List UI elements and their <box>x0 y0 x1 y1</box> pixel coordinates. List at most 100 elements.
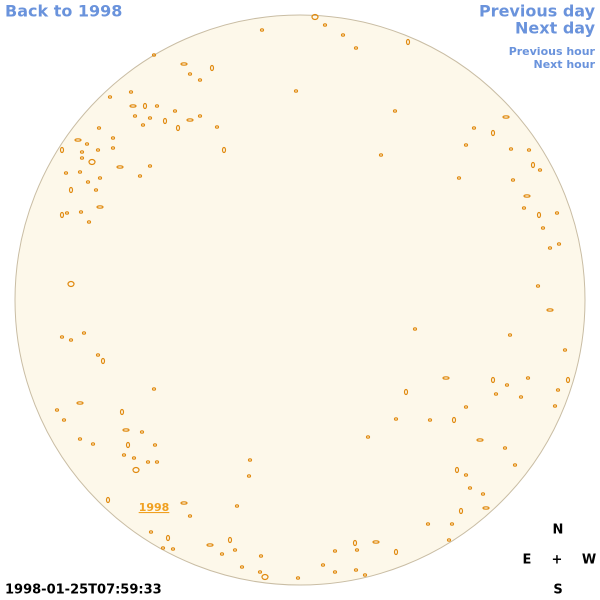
contour <box>77 170 83 174</box>
contour <box>540 226 546 230</box>
contour <box>507 333 513 337</box>
contour <box>128 90 134 94</box>
contour <box>79 156 85 160</box>
compass-center: + <box>552 553 563 568</box>
compass-south: S <box>553 583 562 598</box>
contour <box>510 178 516 182</box>
contour <box>116 165 124 169</box>
contour <box>480 492 486 496</box>
contour <box>84 142 90 146</box>
contour <box>393 417 399 421</box>
contour <box>556 242 562 246</box>
contour <box>552 404 558 408</box>
next-hour-link[interactable]: Next hour <box>534 58 596 71</box>
contour <box>54 408 60 412</box>
contour <box>197 114 203 118</box>
contour <box>546 308 554 312</box>
contour <box>107 95 113 99</box>
contour <box>151 387 157 391</box>
contour <box>122 428 130 432</box>
contour <box>59 335 65 339</box>
contour <box>96 205 104 209</box>
contour <box>239 565 245 569</box>
contour <box>476 438 484 442</box>
contour <box>129 104 137 108</box>
contour <box>154 104 160 108</box>
contour <box>234 504 240 508</box>
contour <box>79 150 85 154</box>
contour <box>378 153 384 157</box>
contour <box>412 327 418 331</box>
contour <box>427 418 433 422</box>
contour <box>81 331 87 335</box>
contour <box>247 458 253 462</box>
contour <box>320 563 326 567</box>
contour <box>187 72 193 76</box>
contour <box>332 549 338 553</box>
contour <box>340 33 346 37</box>
contour <box>180 62 188 66</box>
contour <box>105 496 111 504</box>
contour <box>95 353 101 357</box>
contour <box>154 460 160 464</box>
contour <box>562 348 568 352</box>
previous-day-link[interactable]: Previous day <box>479 2 596 21</box>
contour <box>458 507 464 515</box>
compass-east: E <box>523 553 532 568</box>
previous-hour-link[interactable]: Previous hour <box>509 45 596 58</box>
contour <box>68 338 74 342</box>
next-day-link[interactable]: Next day <box>515 19 596 38</box>
contour <box>554 211 560 215</box>
contour <box>151 53 157 57</box>
contour <box>311 13 319 21</box>
contour <box>132 466 140 474</box>
contour <box>88 158 96 166</box>
contour <box>90 442 96 446</box>
contour <box>85 180 91 184</box>
solar-disk <box>14 14 586 586</box>
contour <box>147 116 153 120</box>
contour <box>95 148 101 152</box>
contour <box>119 408 125 416</box>
contour <box>425 522 431 526</box>
contour <box>537 168 543 172</box>
contour <box>295 576 301 580</box>
contour <box>221 146 227 154</box>
contour <box>535 284 541 288</box>
disk-label-link[interactable]: 1998 <box>139 501 170 514</box>
contour <box>463 143 469 147</box>
contour <box>454 466 460 474</box>
contour <box>365 435 371 439</box>
contour <box>490 376 496 384</box>
contour <box>449 522 455 526</box>
contour <box>165 534 171 542</box>
contour <box>526 148 532 152</box>
contour <box>110 146 116 150</box>
contour <box>132 114 138 118</box>
contour <box>78 210 84 214</box>
contour <box>140 123 146 127</box>
contour <box>456 176 462 180</box>
contour <box>502 446 508 450</box>
timestamp: 1998-01-25T07:59:33 <box>5 583 162 598</box>
contour <box>332 570 338 574</box>
back-link[interactable]: Back to 1998 <box>5 2 122 21</box>
contour <box>362 573 368 577</box>
contour <box>392 109 398 113</box>
compass-west: W <box>582 553 596 568</box>
contour <box>77 437 83 441</box>
contour <box>86 220 92 224</box>
contour <box>131 456 137 460</box>
contour <box>403 388 409 396</box>
contour <box>467 486 473 490</box>
contour <box>246 474 252 478</box>
contour <box>97 176 103 180</box>
contour <box>393 548 399 556</box>
contour <box>121 453 127 457</box>
contour <box>59 211 65 219</box>
contour <box>68 186 74 194</box>
contour <box>405 38 411 46</box>
contour <box>187 514 193 518</box>
contour <box>137 174 143 178</box>
